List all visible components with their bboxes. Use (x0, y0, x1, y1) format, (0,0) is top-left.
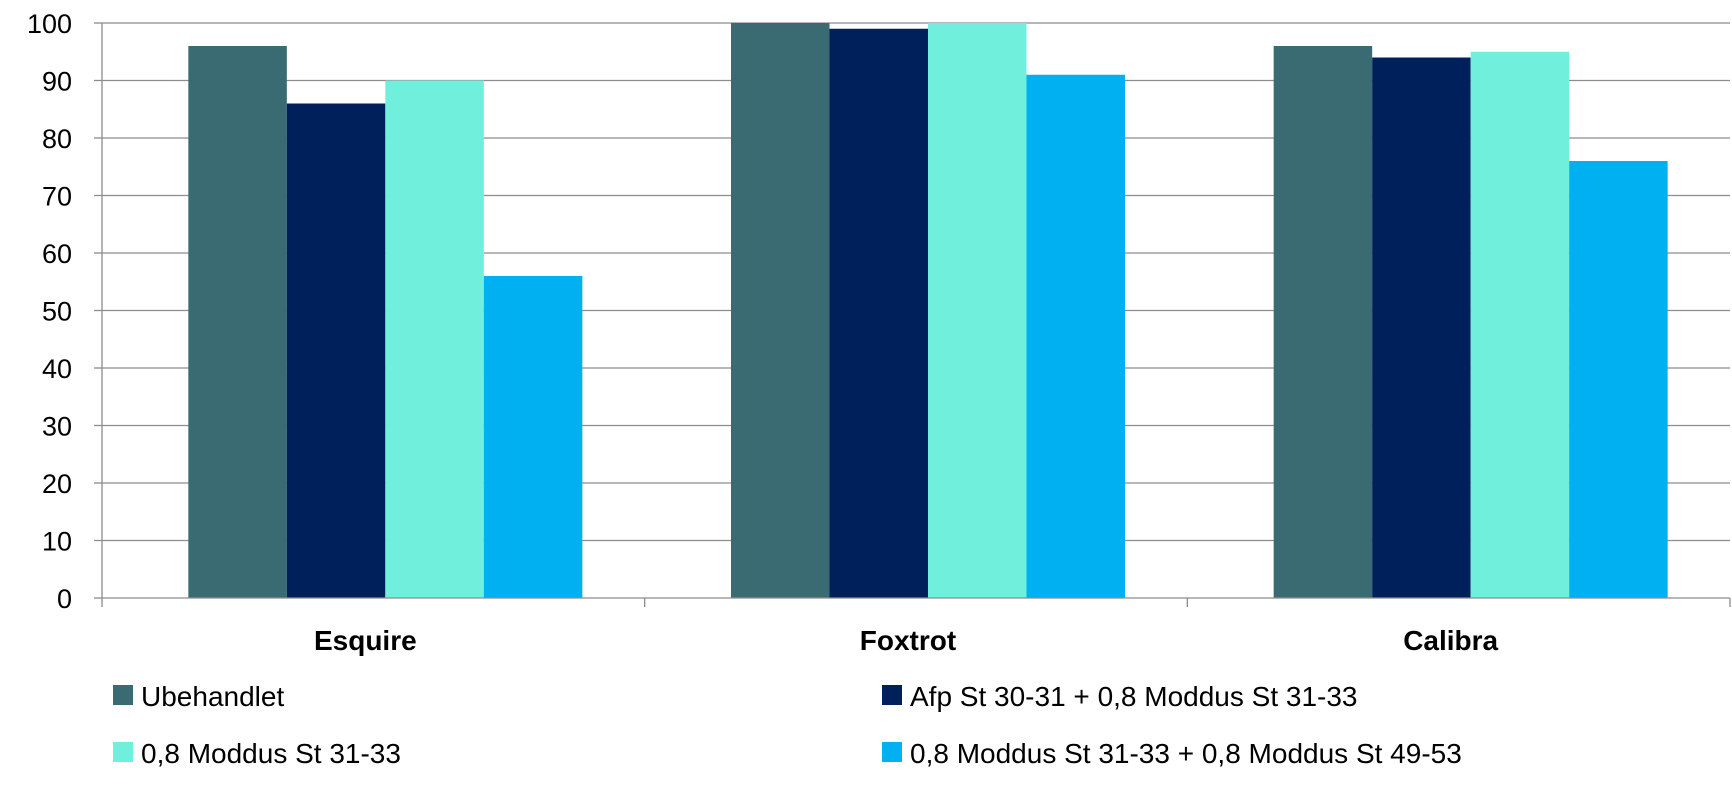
bar-calibra-series-4 (1569, 161, 1668, 598)
y-tick-label: 80 (42, 124, 72, 154)
legend-swatch (882, 685, 902, 705)
y-tick-label: 50 (42, 297, 72, 327)
bar-esquire-series-3 (385, 80, 484, 598)
x-category-label: Foxtrot (860, 625, 956, 656)
bar-esquire-series-1 (188, 46, 287, 598)
y-tick-label: 0 (57, 584, 72, 614)
bar-foxtrot-series-4 (1026, 74, 1125, 598)
x-category-label: Calibra (1403, 625, 1498, 656)
legend-swatch (113, 742, 133, 762)
y-tick-label: 30 (42, 412, 72, 442)
bar-esquire-series-2 (286, 103, 386, 598)
y-tick-label: 10 (42, 527, 72, 557)
legend-label: Ubehandlet (141, 681, 284, 712)
x-category-label: Esquire (314, 625, 417, 656)
bar-foxtrot-series-3 (928, 23, 1027, 598)
legend-label: 0,8 Moddus St 31-33 (141, 738, 401, 769)
legend-swatch (882, 742, 902, 762)
legend-label: Afp St 30-31 + 0,8 Moddus St 31-33 (910, 681, 1358, 712)
y-tick-label: 20 (42, 469, 72, 499)
bar-foxtrot-series-1 (731, 23, 830, 598)
bars (188, 23, 1668, 598)
legend: Ubehandlet Afp St 30-31 + 0,8 Moddus St 3… (113, 681, 1462, 769)
bar-esquire-series-4 (483, 276, 583, 598)
y-tick-label: 100 (27, 9, 72, 39)
legend-label: 0,8 Moddus St 31-33 + 0,8 Moddus St 49-5… (910, 738, 1462, 769)
bar-calibra-series-1 (1273, 46, 1373, 598)
bar-calibra-series-3 (1470, 51, 1570, 598)
bar-foxtrot-series-2 (829, 28, 928, 598)
y-tick-label: 70 (42, 182, 72, 212)
y-tick-label: 60 (42, 239, 72, 269)
legend-swatch (113, 685, 133, 705)
y-tick-label: 90 (42, 67, 72, 97)
y-tick-label: 40 (42, 354, 72, 384)
axes: 0 10 20 30 40 50 60 70 80 90 100 Esquire Foxtrot Cali… (27, 9, 1731, 656)
bar-calibra-series-2 (1372, 57, 1471, 598)
